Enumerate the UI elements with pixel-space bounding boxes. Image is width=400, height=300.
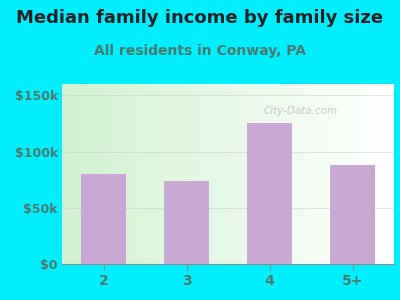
Bar bbox=[330, 165, 375, 264]
Bar bbox=[164, 181, 209, 264]
Text: City-Data.com: City-Data.com bbox=[264, 106, 338, 116]
Text: All residents in Conway, PA: All residents in Conway, PA bbox=[94, 44, 306, 58]
Bar bbox=[81, 174, 126, 264]
Bar bbox=[247, 123, 292, 264]
Text: Median family income by family size: Median family income by family size bbox=[16, 9, 384, 27]
